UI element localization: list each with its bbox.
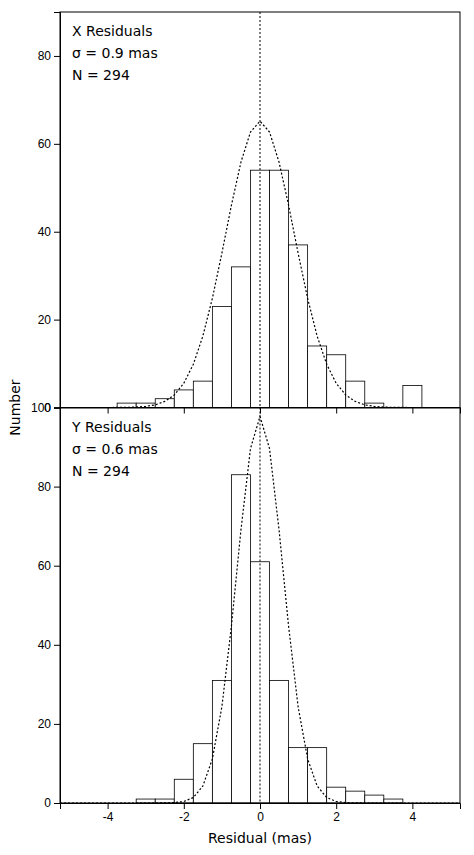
reference-line	[260, 408, 261, 804]
y-tick-mark	[54, 803, 60, 804]
y-tick-label: 40	[38, 638, 52, 652]
y-tick-mark	[54, 724, 60, 725]
reference-line	[260, 12, 261, 408]
annotation: σ = 0.6 mas	[72, 441, 158, 457]
x-tick-mark	[260, 803, 261, 809]
y-tick: 80	[38, 480, 60, 494]
plot-area	[60, 12, 460, 408]
x-tick	[108, 408, 109, 414]
bar	[250, 562, 269, 803]
y-tick: 40	[38, 638, 60, 652]
y-tick-label: 80	[38, 49, 52, 63]
y-axis: 0 20 40 60 80 100	[31, 401, 61, 810]
y-tick: 60	[38, 559, 60, 573]
x-tick-label: -2	[179, 810, 190, 824]
x-tick: 4	[410, 803, 417, 824]
y-axis-title: Number	[7, 379, 23, 435]
x-axis: -4 -2 0 2 4	[61, 803, 461, 824]
y-axis-line	[54, 408, 61, 804]
x-tick-mark	[336, 408, 337, 414]
bar	[193, 381, 212, 407]
bar	[193, 744, 212, 803]
y-tick-label: 20	[38, 313, 52, 327]
x-tick: -2	[179, 803, 190, 824]
x-tick: 2	[333, 803, 340, 824]
bar	[289, 748, 308, 803]
y-tick-mark	[54, 408, 60, 409]
plot-area	[60, 408, 460, 804]
bar	[212, 680, 231, 803]
y-tick-mark	[54, 56, 60, 57]
bar	[174, 779, 193, 803]
bar	[308, 346, 327, 408]
bar	[212, 306, 231, 407]
x-tick-mark	[412, 408, 413, 414]
plot-frame	[60, 408, 460, 804]
y-tick: 80	[38, 49, 60, 63]
annotation: σ = 0.9 mas	[72, 45, 158, 61]
annotation: N = 294	[72, 463, 130, 479]
bar	[231, 267, 250, 408]
x-tick: -4	[103, 803, 114, 824]
x-tick-mark	[412, 803, 413, 809]
y-tick-label: 60	[38, 137, 52, 151]
chart: 020406080X Residualsσ = 0.9 masN = 294Nu…	[0, 0, 474, 855]
x-axis-title: Residual (mas)	[208, 830, 312, 846]
panel: -4-2024020406080100Y Residualsσ = 0.6 ma…	[31, 401, 461, 846]
y-tick-label: 100	[31, 401, 51, 415]
bar	[365, 795, 384, 803]
bar	[346, 381, 365, 407]
y-tick-label: 60	[38, 559, 52, 573]
y-axis: 020406080	[38, 13, 61, 415]
y-tick-mark	[54, 144, 60, 145]
panel-title: X Residuals	[72, 23, 152, 39]
x-tick-label: 4	[410, 810, 417, 824]
x-tick-mark	[336, 803, 337, 809]
y-tick-mark	[54, 320, 60, 321]
bar	[270, 680, 289, 803]
x-tick-mark	[184, 408, 185, 414]
x-tick-mark	[184, 803, 185, 809]
x-tick	[336, 408, 337, 414]
x-tick	[184, 408, 185, 414]
x-tick-label: 2	[333, 810, 340, 824]
x-tick	[412, 408, 413, 414]
bar	[403, 386, 422, 408]
bar	[346, 791, 365, 803]
annotation: N = 294	[72, 67, 130, 83]
y-tick: 100	[31, 401, 60, 415]
y-tick: 40	[38, 225, 60, 239]
x-tick-label: -4	[103, 810, 114, 824]
y-axis-line	[54, 13, 61, 409]
bar	[270, 170, 289, 407]
y-tick: 0	[44, 796, 60, 810]
y-tick-mark	[54, 645, 60, 646]
y-tick-label: 0	[44, 796, 51, 810]
y-tick-label: 80	[38, 480, 52, 494]
y-tick: 20	[38, 717, 60, 731]
x-tick-mark	[108, 408, 109, 414]
bar	[327, 355, 346, 408]
panel-title: Y Residuals	[71, 419, 151, 435]
y-tick-label: 20	[38, 717, 52, 731]
y-tick: 60	[38, 137, 60, 151]
x-tick-label: 0	[257, 810, 264, 824]
bar	[231, 475, 250, 803]
x-tick: 0	[257, 803, 264, 824]
bar	[174, 390, 193, 408]
panel: 020406080X Residualsσ = 0.9 masN = 294	[38, 12, 461, 415]
y-tick-mark	[54, 232, 60, 233]
y-tick-mark	[54, 566, 60, 567]
plot-frame	[60, 12, 460, 408]
y-tick-label: 40	[38, 225, 52, 239]
x-axis-line	[61, 804, 461, 810]
bar	[327, 787, 346, 803]
bar	[155, 399, 174, 408]
bar	[308, 748, 327, 803]
y-tick: 20	[38, 313, 60, 327]
y-tick-mark	[54, 408, 60, 409]
y-tick-mark	[54, 487, 60, 488]
x-tick-mark	[108, 803, 109, 809]
bar	[289, 245, 308, 408]
